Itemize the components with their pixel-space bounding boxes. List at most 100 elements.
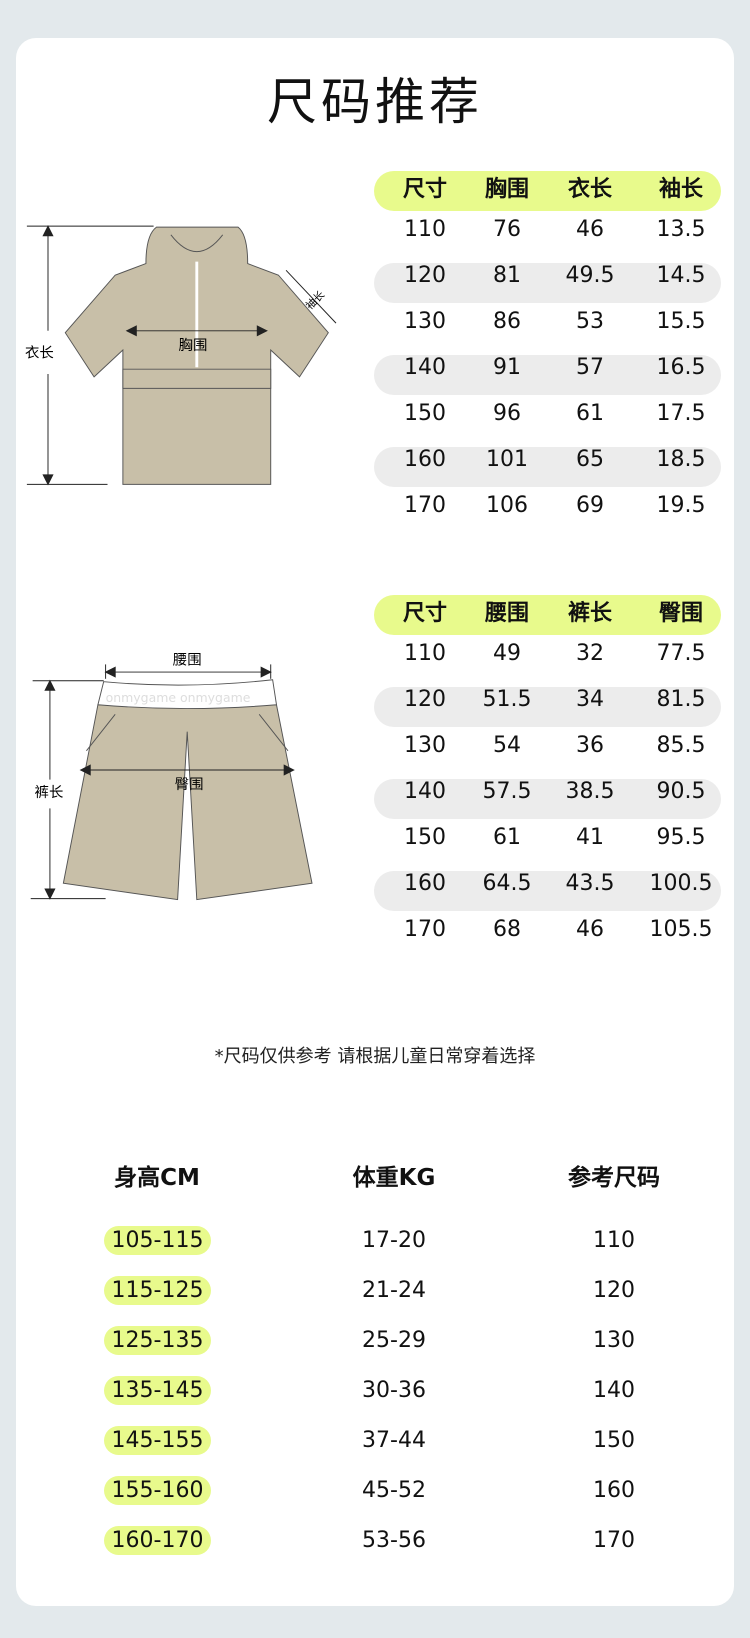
table-cell: 140 (404, 355, 446, 380)
height-pill: 145-155 (104, 1426, 211, 1455)
table-cell: 57.5 (482, 779, 532, 804)
table-cell: 69 (576, 493, 604, 518)
table-cell: 101 (486, 447, 528, 472)
table-row: 150 96 61 17.5 (374, 401, 721, 441)
hip-label: 臀围 (175, 777, 204, 793)
table-cell: 150 (404, 825, 446, 850)
pants-length-label: 裤长 (35, 784, 64, 801)
table-cell: 90.5 (656, 779, 706, 804)
size-value: 110 (593, 1228, 635, 1253)
table-cell: 54 (493, 733, 521, 758)
header-height: 身高CM (114, 1165, 200, 1191)
recommend-row: 160-170 53-56 170 (0, 1526, 750, 1556)
weight-value: 37-44 (362, 1428, 426, 1453)
size-value: 140 (593, 1378, 635, 1403)
table-cell: 46 (576, 917, 604, 942)
table-cell: 95.5 (656, 825, 706, 850)
table-cell: 36 (576, 733, 604, 758)
table-cell: 77.5 (656, 641, 706, 666)
table-header: 尺寸 胸围 衣长 袖长 (374, 171, 721, 211)
table-cell: 120 (404, 263, 446, 288)
table-cell: 65 (576, 447, 604, 472)
table-row: 130 54 36 85.5 (374, 733, 721, 773)
weight-value: 21-24 (362, 1278, 426, 1303)
table-row: 110 76 46 13.5 (374, 217, 721, 257)
height-pill: 135-145 (104, 1376, 211, 1405)
table-header: 尺寸 腰围 裤长 臀围 (374, 595, 721, 635)
weight-value: 30-36 (362, 1378, 426, 1403)
recommend-row: 125-135 25-29 130 (0, 1326, 750, 1356)
table-cell: 130 (404, 733, 446, 758)
table-cell: 41 (576, 825, 604, 850)
header-size: 尺寸 (402, 601, 448, 626)
shorts-diagram: onmygame onmygame 腰围 裤长 臀围 (30, 652, 313, 901)
table-cell: 57 (576, 355, 604, 380)
table-cell: 140 (404, 779, 446, 804)
header-sleeve: 袖长 (658, 177, 704, 202)
hoodie-diagram: 衣长 胸围 袖长 (25, 225, 337, 486)
table-row: 150 61 41 95.5 (374, 825, 721, 865)
height-pill: 115-125 (104, 1276, 211, 1305)
table-row: 120 81 49.5 14.5 (374, 263, 721, 303)
waist-label: 腰围 (173, 652, 202, 668)
height-pill: 105-115 (104, 1226, 211, 1255)
table-row: 160 64.5 43.5 100.5 (374, 871, 721, 911)
table-row: 120 51.5 34 81.5 (374, 687, 721, 727)
header-ref-size: 参考尺码 (568, 1165, 660, 1191)
header-waist: 腰围 (484, 601, 530, 626)
table-cell: 19.5 (656, 493, 706, 518)
size-value: 120 (593, 1278, 635, 1303)
recommend-row: 105-115 17-20 110 (0, 1226, 750, 1256)
chest-label: 胸围 (179, 337, 208, 354)
table-cell: 81 (493, 263, 521, 288)
table-row: 170 106 69 19.5 (374, 493, 721, 533)
header-weight: 体重KG (352, 1165, 436, 1191)
size-note: *尺码仅供参考 请根据儿童日常穿着选择 (214, 1046, 536, 1067)
recommend-row: 115-125 21-24 120 (0, 1276, 750, 1306)
table-cell: 32 (576, 641, 604, 666)
table-cell: 105.5 (649, 917, 713, 942)
table-cell: 43.5 (565, 871, 615, 896)
table-cell: 49.5 (565, 263, 615, 288)
weight-value: 53-56 (362, 1528, 426, 1553)
table-cell: 17.5 (656, 401, 706, 426)
table-cell: 150 (404, 401, 446, 426)
table-cell: 16.5 (656, 355, 706, 380)
height-pill: 125-135 (104, 1326, 211, 1355)
pants-size-table: 尺寸 腰围 裤长 臀围 110 49 32 77.5 120 51.5 34 81.5 130 5… (374, 595, 721, 957)
table-cell: 86 (493, 309, 521, 334)
recommend-row: 155-160 45-52 160 (0, 1476, 750, 1506)
table-cell: 96 (493, 401, 521, 426)
table-row: 140 57.5 38.5 90.5 (374, 779, 721, 819)
header-size: 尺寸 (402, 177, 448, 202)
table-cell: 85.5 (656, 733, 706, 758)
table-cell: 13.5 (656, 217, 706, 242)
table-cell: 18.5 (656, 447, 706, 472)
table-cell: 91 (493, 355, 521, 380)
table-row: 170 68 46 105.5 (374, 917, 721, 957)
waistband-text: onmygame onmygame (106, 690, 251, 705)
table-cell: 53 (576, 309, 604, 334)
table-cell: 51.5 (482, 687, 532, 712)
weight-value: 25-29 (362, 1328, 426, 1353)
top-size-table: 尺寸 胸围 衣长 袖长 110 76 46 13.5 120 81 49.5 14.5 130 8… (374, 171, 721, 533)
size-value: 130 (593, 1328, 635, 1353)
header-chest: 胸围 (484, 177, 530, 202)
table-cell: 130 (404, 309, 446, 334)
table-cell: 49 (493, 641, 521, 666)
table-cell: 68 (493, 917, 521, 942)
table-cell: 34 (576, 687, 604, 712)
table-cell: 160 (404, 871, 446, 896)
table-cell: 76 (493, 217, 521, 242)
header-hip: 臀围 (658, 601, 704, 626)
header-pants-length: 裤长 (567, 601, 613, 626)
table-cell: 170 (404, 493, 446, 518)
table-cell: 106 (486, 493, 528, 518)
table-cell: 64.5 (482, 871, 532, 896)
size-value: 150 (593, 1428, 635, 1453)
table-cell: 110 (404, 641, 446, 666)
header-length: 衣长 (567, 177, 613, 202)
size-value: 160 (593, 1478, 635, 1503)
page-title: 尺码推荐 (267, 73, 483, 131)
weight-value: 45-52 (362, 1478, 426, 1503)
